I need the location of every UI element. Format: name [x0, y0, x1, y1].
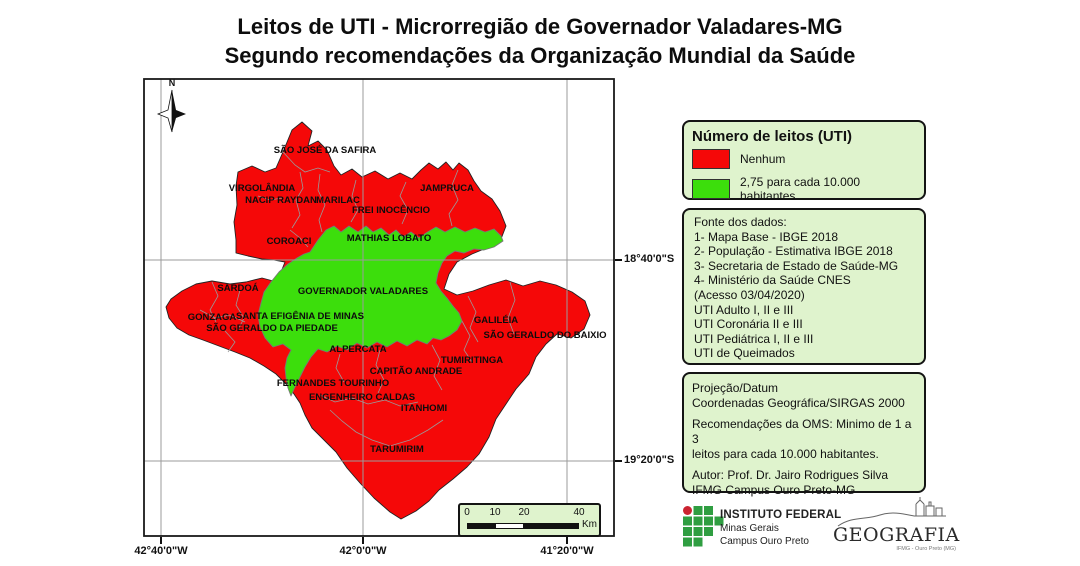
page-title: Leitos de UTI - Microrregião de Governad…	[120, 12, 960, 70]
scale-tick-label: 0	[464, 507, 470, 518]
source-line: Fonte dos dados:	[694, 215, 787, 229]
scale-bar: 0 10 20 40 Km	[458, 503, 601, 537]
graticule-tick	[362, 537, 364, 544]
source-line: UTI Adulto I, II e III	[694, 302, 794, 317]
projection-paragraph: Autor: Prof. Dr. Jairo Rodrigues Silva IF…	[692, 468, 916, 498]
projection-line: leitos para cada 10.000 habitantes.	[692, 447, 879, 461]
scale-tick-label: 10	[489, 507, 501, 518]
map-label-municipality: SARDOÁ	[217, 283, 258, 294]
legend-title: Número de leitos (UTI)	[692, 128, 853, 145]
municipal-boundaries	[199, 151, 516, 447]
source-line: UTI de Queimados	[694, 346, 795, 361]
map-label-municipality: ITANHOMI	[401, 403, 447, 414]
latitude-label: 18°40'0"S	[624, 253, 675, 265]
scale-segment	[524, 523, 579, 529]
scale-unit: Km	[582, 519, 597, 530]
legend-swatch	[692, 149, 730, 169]
map-label-municipality: TUMIRITINGA	[441, 355, 503, 366]
latitude-label: 19°20'0"S	[624, 454, 675, 466]
sources-box: Fonte dos dados: 1- Mapa Base - IBGE 2018…	[682, 208, 926, 365]
if-name: INSTITUTO FEDERAL	[720, 509, 842, 521]
source-line: UTI Coronária II e III	[694, 317, 803, 332]
geografia-logo: GEOGRAFIA IFMG - Ouro Preto (MG)	[830, 496, 960, 558]
legend-item: Nenhum	[692, 149, 916, 169]
projection-paragraph: Projeção/Datum Coordenadas Geográfica/SIR…	[692, 381, 916, 411]
source-line: UTI Pediátrica I, II e III	[694, 331, 814, 346]
geografia-sketch-icon	[837, 497, 946, 527]
projection-line: Projeção/Datum	[692, 381, 779, 395]
projection-paragraph: Recomendações da OMS: Minimo de 1 a 3 lei…	[692, 417, 916, 462]
legend-box: Número de leitos (UTI) Nenhum 2,75 para c…	[682, 120, 926, 203]
map-label-municipality: MATHIAS LOBATO	[347, 233, 431, 244]
title-line-1: Leitos de UTI - Microrregião de Governad…	[237, 14, 843, 39]
graticule-tick	[615, 259, 622, 261]
region-with-beds	[257, 225, 504, 397]
map-frame	[143, 78, 615, 537]
map-label-municipality: TARUMIRIM	[370, 444, 424, 455]
instituto-federal-logo-icon	[683, 506, 724, 547]
map-label-municipality: GALILÉIA	[474, 315, 518, 326]
source-line: (Acesso 03/04/2020)	[694, 287, 805, 302]
scale-segment	[467, 523, 495, 529]
title-line-2: Segundo recomendações da Organização Mun…	[224, 43, 856, 68]
map-label-municipality: CAPITÃO ANDRADE	[370, 366, 463, 377]
instituto-federal-text: INSTITUTO FEDERAL Minas Gerais Campus Ou…	[720, 509, 841, 548]
scale-tick-label: 20	[518, 507, 530, 518]
map-label-municipality: SÃO JOSÉ DA SAFIRA	[274, 145, 377, 156]
map-label-municipality: NACIP RAYDAN	[245, 195, 317, 206]
scale-segment	[495, 523, 524, 529]
legend-items: Nenhum 2,75 para cada 10.000 habitantes	[692, 149, 916, 203]
source-line: 1- Mapa Base - IBGE 2018	[694, 229, 839, 244]
map-label-municipality: SÃO GERALDO DO BAIXIO	[484, 330, 607, 341]
map-label-municipality: FREI INOCÊNCIO	[352, 204, 430, 216]
map-label-municipality: COROACI	[267, 236, 312, 247]
map-label-municipality: MARILAC	[316, 195, 360, 206]
north-arrow-icon: N	[156, 78, 186, 133]
legend-label: Nenhum	[740, 152, 786, 166]
projection-line: Recomendações da OMS: Minimo de 1 a 3	[692, 417, 912, 446]
longitude-label: 41°20'0"W	[540, 545, 594, 557]
source-line: 2- População - Estimativa IBGE 2018	[694, 244, 893, 259]
geografia-wordmark: GEOGRAFIA	[833, 524, 960, 546]
graticule	[144, 79, 614, 536]
projection-box: Projeção/Datum Coordenadas Geográfica/SIR…	[682, 372, 926, 497]
map-label-municipality: SÃO GERALDO DA PIEDADE	[206, 323, 338, 334]
longitude-label: 42°40'0"W	[134, 545, 188, 557]
source-line: 3- Secretaria de Estado de Saúde-MG	[694, 258, 899, 273]
map-label-municipality: FERNANDES TOURINHO	[277, 378, 389, 389]
graticule-tick	[615, 460, 622, 462]
map-label-municipality: JAMPRUCA	[420, 183, 474, 194]
source-line: 4- Ministério da Saúde CNES	[694, 273, 851, 288]
map-label-municipality: ALPERCATA	[329, 344, 386, 355]
scale-tick-label: 40	[573, 507, 585, 518]
projection-line: Coordenadas Geográfica/SIRGAS 2000	[692, 396, 905, 410]
map-label-municipality: VIRGOLÂNDIA	[229, 182, 296, 194]
graticule-tick	[566, 537, 568, 544]
legend-swatch	[692, 179, 730, 199]
projection-line: IFMG Campus Ouro Preto-MG	[692, 483, 856, 497]
legend-label: 2,75 para cada 10.000 habitantes	[740, 175, 861, 203]
map-label-municipality: GOVERNADOR VALADARES	[298, 286, 428, 297]
map-label-municipality: ENGENHEIRO CALDAS	[309, 392, 415, 403]
graticule-tick	[160, 537, 162, 544]
projection-line: Autor: Prof. Dr. Jairo Rodrigues Silva	[692, 468, 889, 482]
geografia-subtext: IFMG - Ouro Preto (MG)	[896, 546, 956, 552]
north-label: N	[169, 78, 176, 88]
legend-item: 2,75 para cada 10.000 habitantes	[692, 175, 916, 203]
if-state: Minas Gerais	[720, 523, 779, 534]
if-campus: Campus Ouro Preto	[720, 536, 809, 547]
map-label-municipality: GONZAGA	[188, 312, 237, 323]
longitude-label: 42°0'0"W	[339, 545, 387, 557]
map-label-municipality: SANTA EFIGÊNIA DE MINAS	[236, 310, 364, 322]
